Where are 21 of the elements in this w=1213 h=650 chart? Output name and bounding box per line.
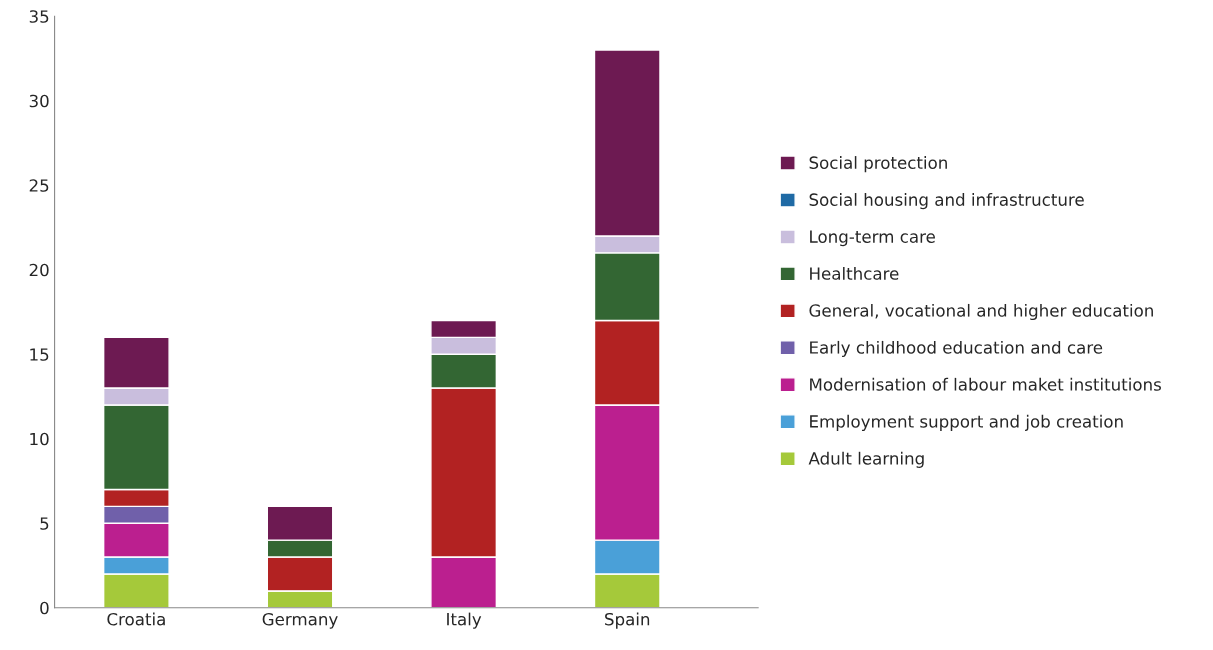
y-tick-label: 10 <box>30 432 49 446</box>
y-tick-label: 25 <box>29 179 49 192</box>
y-tick-label: 35 <box>29 10 49 23</box>
legend-label: Social protection <box>809 156 947 173</box>
legend-label: General, vocational and higher education <box>809 303 1153 321</box>
y-tick-label: 20 <box>29 263 49 277</box>
y-tick-label: 15 <box>30 348 49 361</box>
legend-label: Social housing and infrastructure <box>809 193 1084 210</box>
x-tick-label: Germany <box>262 612 338 629</box>
x-tick-label: Italy <box>447 612 482 629</box>
legend-label: Adult learning <box>808 451 924 468</box>
legend-label: Employment support and job creation <box>810 414 1123 431</box>
legend-label: Modernisation of labour maket institutions <box>810 377 1161 391</box>
x-tick-label: Spain <box>605 612 650 629</box>
legend-label: Long-term care <box>810 230 935 247</box>
legend-label: Healthcare <box>810 266 899 280</box>
y-tick-label: 0 <box>40 601 49 615</box>
y-tick-label: 5 <box>40 517 49 530</box>
y-tick-label: 30 <box>29 94 49 108</box>
legend-label: Early childhood education and care <box>810 340 1103 358</box>
x-tick-label: Croatia <box>107 612 165 626</box>
